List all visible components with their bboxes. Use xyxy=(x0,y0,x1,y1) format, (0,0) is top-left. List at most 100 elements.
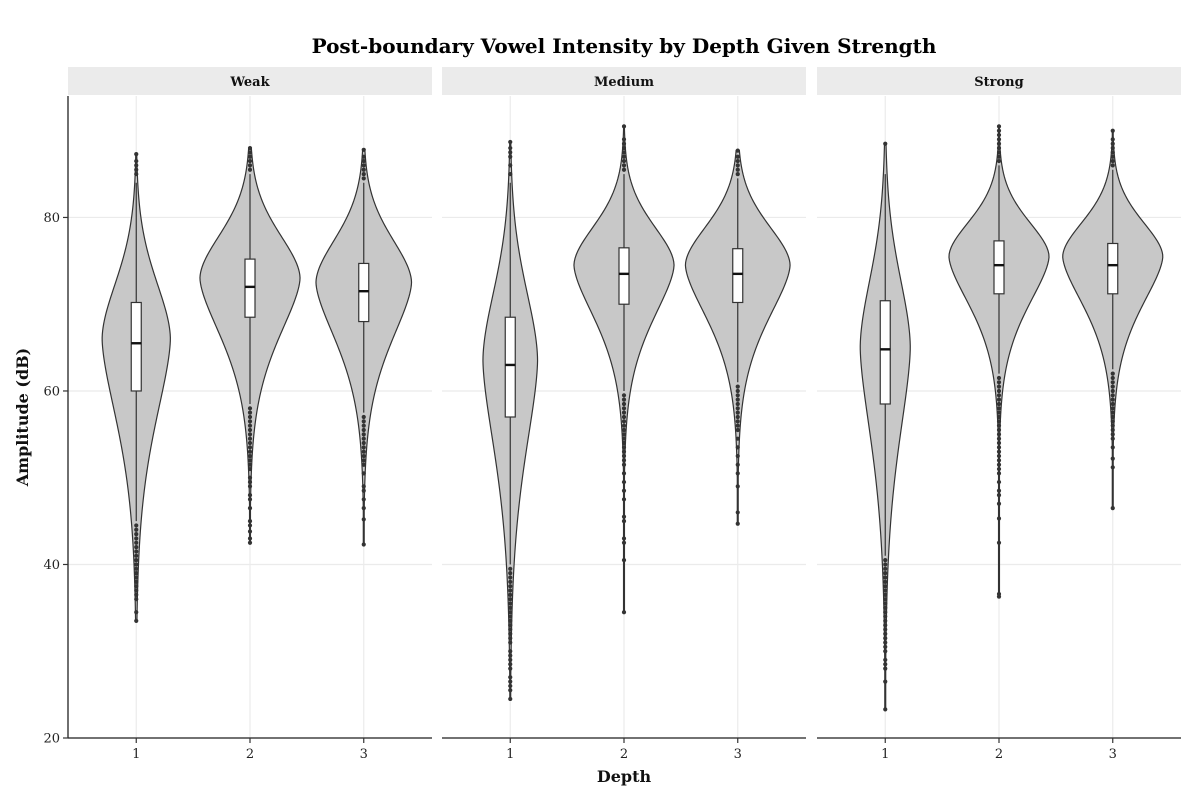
iqr-box xyxy=(130,301,142,392)
outlier-point xyxy=(621,401,627,407)
outlier-point xyxy=(883,592,888,597)
x-tick-label: 1 xyxy=(132,747,140,762)
outlier-point xyxy=(134,553,139,558)
outlier-point xyxy=(508,618,513,623)
outlier-point xyxy=(1110,465,1115,470)
x-tick-label: 2 xyxy=(620,747,628,762)
outlier-point xyxy=(1110,432,1115,437)
outlier-point xyxy=(508,662,513,667)
outlier-point xyxy=(361,488,366,493)
x-tick-label: 2 xyxy=(246,747,254,762)
outlier-point xyxy=(508,610,513,615)
outlier-point xyxy=(508,623,513,628)
outlier-point xyxy=(883,640,888,645)
outlier-point xyxy=(883,571,888,576)
outlier-point xyxy=(508,588,513,593)
outlier-point xyxy=(134,532,139,537)
violin-group-2 xyxy=(948,124,1050,599)
outlier-point xyxy=(134,592,139,597)
outlier-point xyxy=(134,536,139,541)
outlier-point xyxy=(621,150,627,155)
violin-group-2 xyxy=(199,145,301,545)
outlier-point xyxy=(883,649,888,654)
outlier-point xyxy=(621,406,627,411)
outlier-point xyxy=(996,427,1002,433)
outlier-point xyxy=(1110,393,1115,398)
outlier-point xyxy=(134,171,139,177)
violin-group-3 xyxy=(1062,128,1164,511)
outlier-point xyxy=(621,141,627,146)
outlier-point xyxy=(883,666,888,671)
violin-group-1 xyxy=(859,141,911,712)
outlier-point xyxy=(361,453,366,459)
outlier-point xyxy=(621,445,627,450)
x-axis-label: Depth xyxy=(597,767,652,786)
outlier-point xyxy=(996,410,1002,415)
outlier-point xyxy=(996,406,1002,411)
outlier-point xyxy=(134,163,139,168)
outlier-point xyxy=(247,529,253,534)
outlier-point xyxy=(508,145,513,151)
outlier-point xyxy=(621,419,627,424)
outlier-point xyxy=(996,388,1002,394)
outlier-point xyxy=(1110,380,1115,385)
outlier-point xyxy=(361,436,366,441)
outlier-point xyxy=(996,401,1002,407)
outlier-point xyxy=(134,158,139,164)
outlier-point xyxy=(735,453,740,459)
outlier-point xyxy=(996,154,1002,159)
outlier-point xyxy=(247,427,253,433)
outlier-point xyxy=(621,479,627,485)
y-tick-label: 40 xyxy=(43,558,60,573)
outlier-point xyxy=(883,597,888,602)
outlier-point xyxy=(735,436,740,441)
outlier-point xyxy=(883,588,888,593)
outlier-point xyxy=(508,653,513,658)
outlier-point xyxy=(134,523,139,528)
outlier-point xyxy=(361,423,366,428)
outlier-point xyxy=(508,171,513,177)
outlier-point xyxy=(621,432,627,437)
outlier-point xyxy=(621,519,627,524)
outlier-point xyxy=(621,514,627,519)
outlier-point xyxy=(1110,388,1115,394)
outlier-point xyxy=(735,414,740,420)
outlier-point xyxy=(996,458,1002,463)
outlier-point xyxy=(735,163,740,168)
outlier-point xyxy=(621,449,627,454)
outlier-point xyxy=(134,579,139,584)
outlier-point xyxy=(621,440,627,446)
x-tick-label: 3 xyxy=(1109,747,1117,762)
outlier-point xyxy=(508,614,513,619)
outlier-point xyxy=(361,147,366,152)
outlier-point xyxy=(247,145,253,151)
outlier-point xyxy=(735,419,740,424)
violin-group-1 xyxy=(101,152,171,623)
outlier-point xyxy=(996,479,1002,485)
outlier-point xyxy=(361,471,366,476)
outlier-point xyxy=(361,154,366,159)
outlier-point xyxy=(508,584,513,589)
x-tick-label: 2 xyxy=(995,747,1003,762)
y-tick-label: 60 xyxy=(43,384,60,399)
outlier-point xyxy=(361,419,366,424)
y-tick-label: 20 xyxy=(43,732,60,747)
outlier-point xyxy=(361,158,366,164)
outlier-point xyxy=(134,588,139,593)
outlier-point xyxy=(883,657,888,663)
chart-title: Post-boundary Vowel Intensity by Depth G… xyxy=(312,34,937,58)
outlier-point xyxy=(996,501,1002,506)
outlier-point xyxy=(883,679,888,684)
outlier-point xyxy=(508,649,513,654)
outlier-point xyxy=(134,566,139,571)
outlier-point xyxy=(361,484,366,489)
panels-layer: Weak 1 2 3 Medium 1 2 3 Strong 1 2 3 20 40 60 80 xyxy=(43,67,1181,762)
iqr-box xyxy=(244,258,256,318)
strip-header xyxy=(817,67,1181,95)
outlier-point xyxy=(247,163,253,168)
panel-weak: Weak 1 2 3 xyxy=(68,67,432,762)
outlier-point xyxy=(883,610,888,615)
outlier-point xyxy=(508,605,513,610)
outlier-point xyxy=(247,449,253,454)
